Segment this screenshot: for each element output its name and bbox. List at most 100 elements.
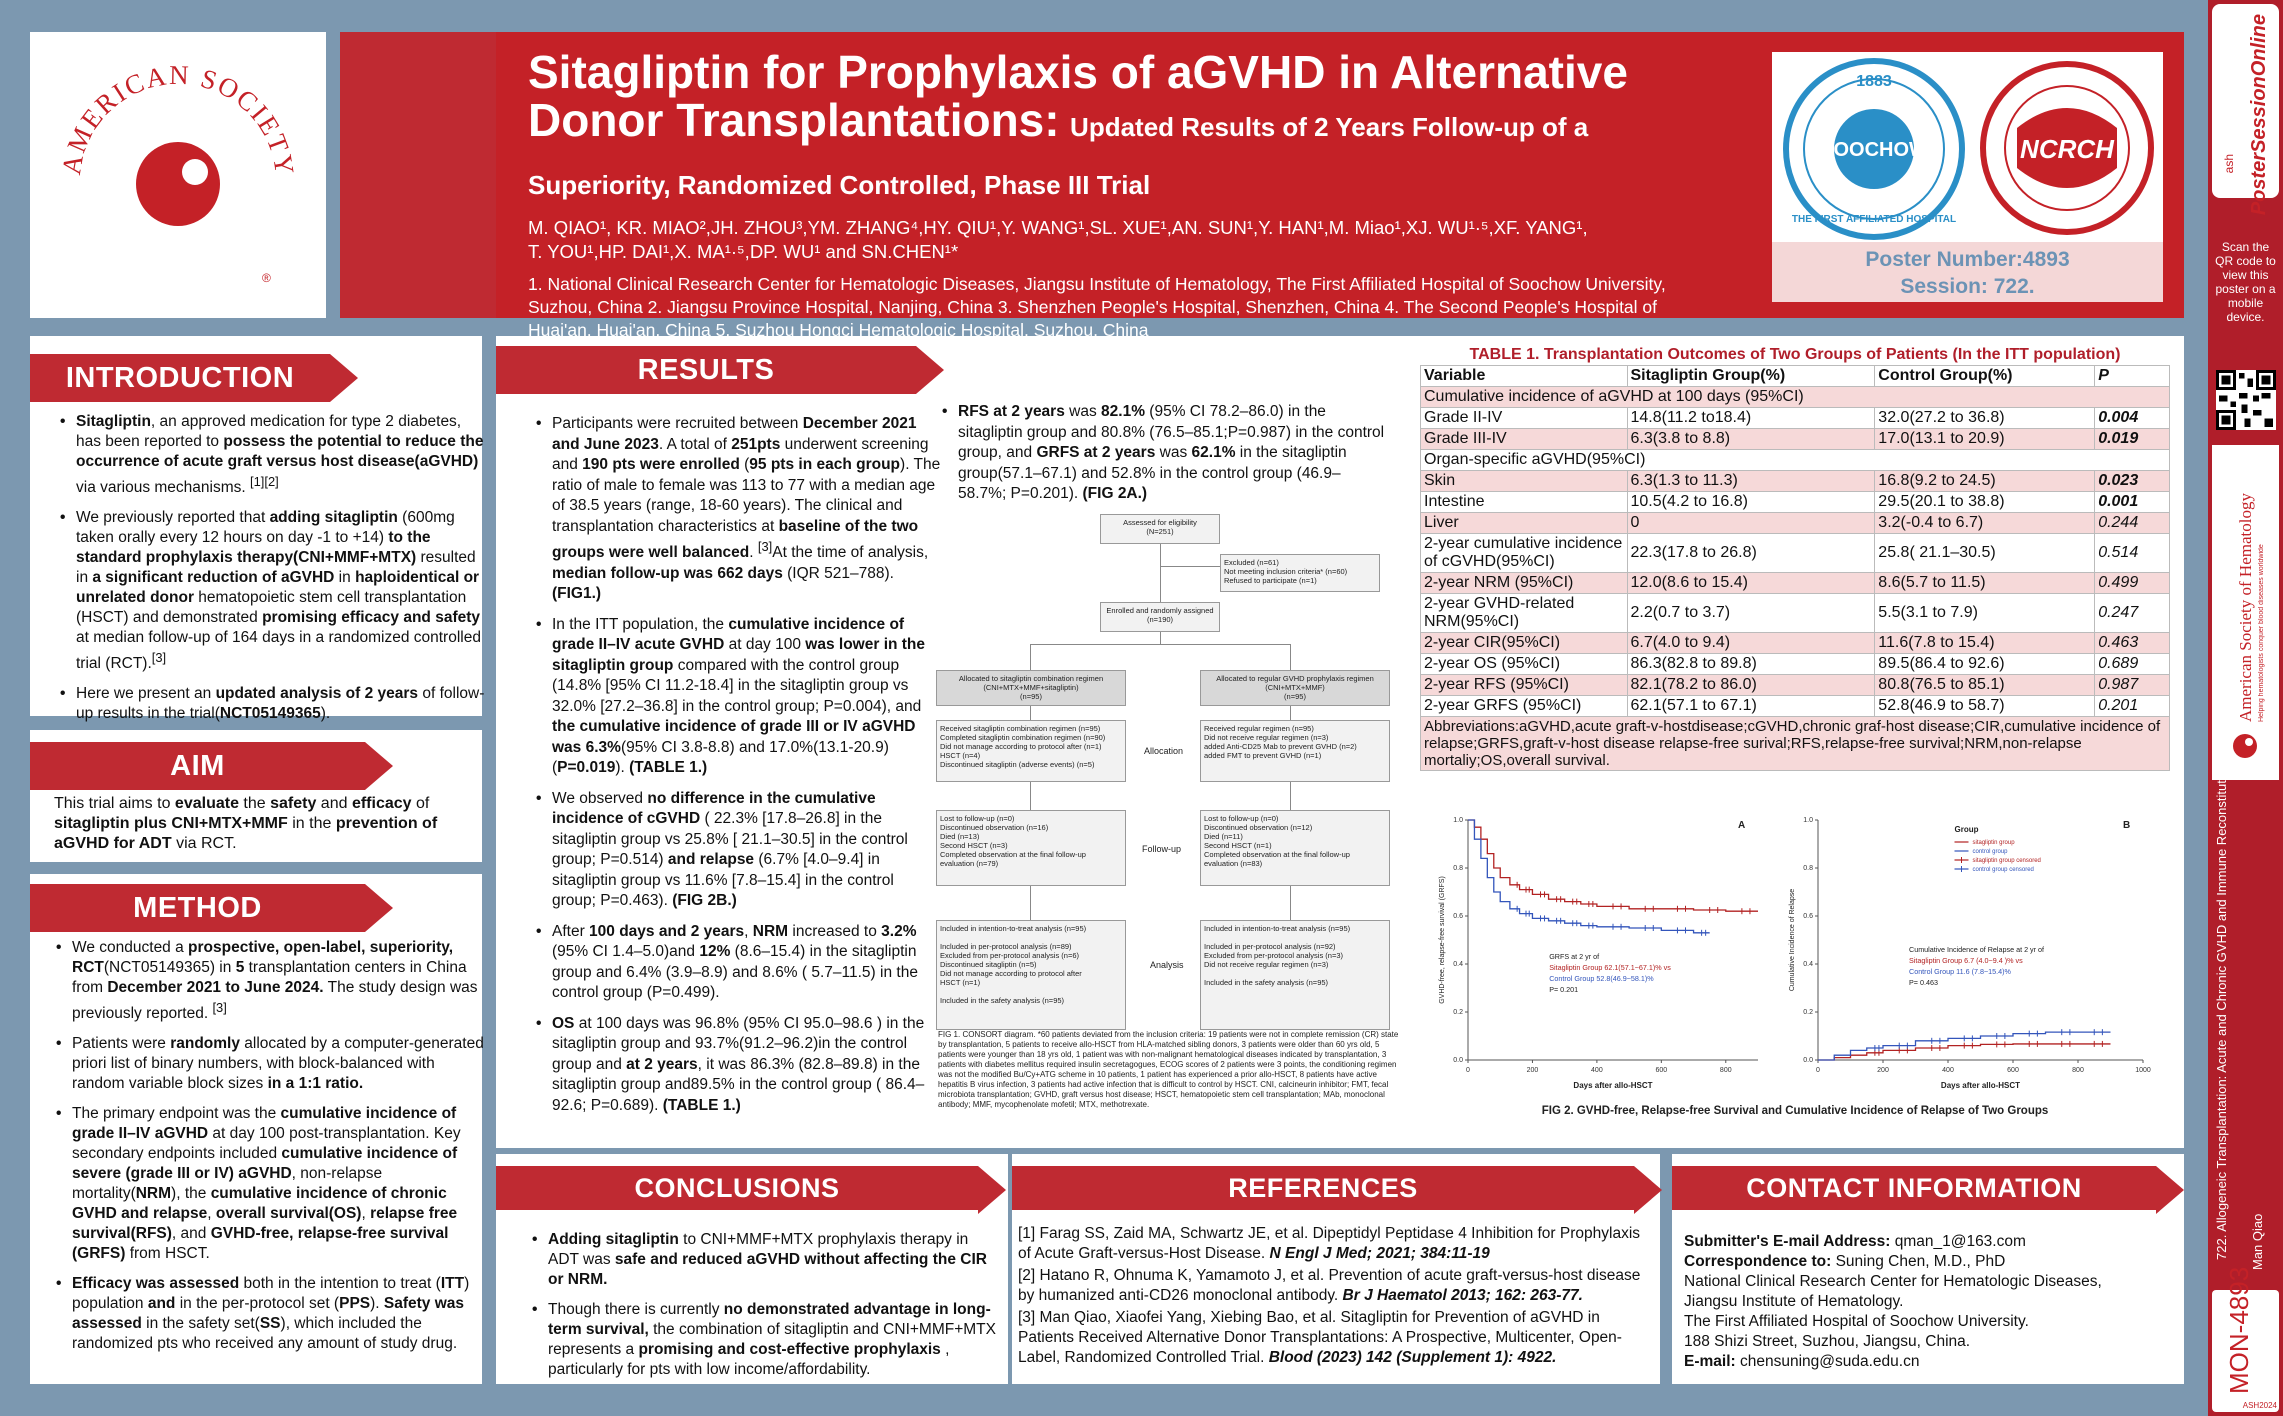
ash-side-sub: Helping hematologists conquer blood dise… xyxy=(2258,544,2265,722)
y-tick-label: 0.6 xyxy=(1453,913,1463,920)
series-line xyxy=(1818,1031,2111,1061)
x-tick-label: 200 xyxy=(1527,1067,1539,1074)
table-cell: 82.1(78.2 to 86.0) xyxy=(1626,674,1876,696)
reference-item: [3] Man Qiao, Xiaofei Yang, Xiebing Bao,… xyxy=(1018,1309,1622,1366)
qr-code[interactable] xyxy=(2216,370,2276,430)
x-tick-label: 0 xyxy=(1466,1067,1470,1074)
flow-label-allocation: Allocation xyxy=(1144,746,1184,756)
legend-label: sitagliptin group xyxy=(1973,840,2016,846)
soochow-logo: SOOCHOW 1883 THE FIRST AFFILIATED HOSPIT… xyxy=(1783,58,1965,240)
table-cell: 11.6(7.8 to 15.4) xyxy=(1874,632,2096,654)
table-cell: 10.5(4.2 to 16.8) xyxy=(1626,491,1876,513)
method-item: We conducted a prospective, open-label, … xyxy=(56,938,486,1024)
poster-number: Poster Number:4893 xyxy=(1865,248,2070,271)
x-tick-label: 800 xyxy=(1720,1067,1732,1074)
results-item: Participants were recruited between Dece… xyxy=(536,414,942,605)
table-cell: 2-year RFS (95%CI) xyxy=(1420,674,1628,696)
ash-side-icon xyxy=(2233,734,2257,758)
table-cell: 14.8(11.2 to18.4) xyxy=(1626,407,1876,429)
table-cell: 0.247 xyxy=(2094,593,2170,633)
results-col2: RFS at 2 years was 82.1% (95% CI 78.2–86… xyxy=(940,402,1386,515)
svg-text:THE FIRST AFFILIATED HOSPITAL: THE FIRST AFFILIATED HOSPITAL xyxy=(1792,214,1956,225)
table-cell: Skin xyxy=(1420,470,1628,492)
series-line xyxy=(1818,1043,2111,1061)
x-axis-label: Days after allo-HSCT xyxy=(1573,1081,1652,1090)
contact-line: The First Affiliated Hospital of Soochow… xyxy=(1684,1313,2029,1330)
table-cell: 16.8(9.2 to 24.5) xyxy=(1874,470,2096,492)
y-tick-label: 0.4 xyxy=(1803,961,1813,968)
method-panel: METHOD We conducted a prospective, open-… xyxy=(30,874,484,1384)
flow-recv-right: Received regular regimen (n=95) Did not … xyxy=(1200,720,1390,782)
fig2a-chart: 0 200 400 600 800 0.0 0.2 0.4 0.6 0.8 1.0 Days afte… xyxy=(1439,817,1758,1090)
table-cell: 62.1(57.1 to 67.1) xyxy=(1626,695,1876,717)
x-tick-label: 1000 xyxy=(2135,1067,2151,1074)
table-row: Liver 0 3.2(-0.4 to 6.7) 0.244 xyxy=(1420,512,2170,534)
mon-text: MON-4893 xyxy=(2224,1266,2254,1394)
table-cell: 0.987 xyxy=(2094,674,2170,696)
results-heading: RESULTS xyxy=(496,346,944,394)
table1-section-label: Cumulative incidence of aGVHD at 100 day… xyxy=(1420,386,2170,408)
side-strip: PosterSessionOnline ash Scan the QR code… xyxy=(2208,0,2283,1416)
chart-annotation: Sitagliptin Group 62.1(57.1~67.1)% vs xyxy=(1549,963,1671,972)
table-cell: Grade II-IV xyxy=(1420,407,1628,429)
reference-item: [2] Hatano R, Ohnuma K, Yamamoto J, et a… xyxy=(1018,1267,1641,1304)
table-cell: 2-year OS (95%CI) xyxy=(1420,653,1628,675)
flow-recv-left: Received sitagliptin combination regimen… xyxy=(936,720,1126,782)
y-tick-label: 0.8 xyxy=(1453,865,1463,872)
table-row: 2-year NRM (95%CI) 12.0(8.6 to 15.4) 8.6(5… xyxy=(1420,572,2170,594)
y-tick-label: 0.8 xyxy=(1803,865,1813,872)
brand-sub: ash xyxy=(2222,154,2236,174)
x-tick-label: 800 xyxy=(2072,1067,2084,1074)
flow-alloc-right: Allocated to regular GVHD prophylaxis re… xyxy=(1200,670,1390,706)
legend-title: Group xyxy=(1955,825,1979,834)
y-tick-label: 0.2 xyxy=(1453,1009,1463,1016)
flow-an-right: Included in intention-to-treat analysis … xyxy=(1200,920,1390,1030)
title-banner-gutter xyxy=(340,32,496,318)
flow-line xyxy=(1030,782,1031,822)
reference-item: [1] Farag SS, Zaid MA, Schwartz JE, et a… xyxy=(1018,1225,1641,1262)
flow-assessed: Assessed for eligibility (N=251) xyxy=(1100,514,1220,544)
table1-block: TABLE 1. Transplantation Outcomes of Two… xyxy=(1420,346,2170,771)
hospital-logos-panel: SOOCHOW 1883 THE FIRST AFFILIATED HOSPIT… xyxy=(1772,52,2163,302)
table-cell: 0.019 xyxy=(2094,428,2170,450)
consort-diagram: Assessed for eligibility (N=251) Exclude… xyxy=(930,510,1410,1030)
method-heading: METHOD xyxy=(30,884,393,932)
table-cell: 32.0(27.2 to 36.8) xyxy=(1874,407,2096,429)
table-cell: 2-year CIR(95%CI) xyxy=(1420,632,1628,654)
ash-logo: AMERICAN SOCIETY OF HEMATOLOGY ® xyxy=(17,8,298,285)
fig2b-chart: 0 200 400 600 800 1000 0.0 0.2 0.4 0.6 0.8 1.0 Days … xyxy=(1789,817,2151,1090)
table-cell: 0.514 xyxy=(2094,533,2170,573)
table-cell: 29.5(20.1 to 38.8) xyxy=(1874,491,2096,513)
table1-footnote-row: Abbreviations:aGVHD,acute graft-v-hostdi… xyxy=(1420,716,2170,771)
brand-badge[interactable]: PosterSessionOnline ash xyxy=(2212,4,2279,215)
flow-line xyxy=(1290,644,1291,670)
y-tick-label: 1.0 xyxy=(1803,817,1813,824)
svg-text:NCRCH: NCRCH xyxy=(2020,134,2115,164)
x-tick-label: 200 xyxy=(1877,1067,1889,1074)
chart-annotation: Control Group 11.6 (7.8~15.4)% xyxy=(1909,967,2012,976)
chart-annotation: P= 0.463 xyxy=(1909,978,1938,987)
references-panel: REFERENCES [1] Farag SS, Zaid MA, Schwar… xyxy=(1012,1154,1662,1384)
table1: Variable Sitagliptin Group(%) Control Grou… xyxy=(1420,365,2170,771)
conclusions-list: Adding sitagliptin to CNI+MMF+MTX prophy… xyxy=(530,1230,1002,1390)
table-cell: 86.3(82.8 to 89.8) xyxy=(1626,653,1876,675)
y-axis-label: Cumulative Incidence of Relapse xyxy=(1789,889,1796,991)
table-row: Intestine 10.5(4.2 to 16.8) 29.5(20.1 to 3… xyxy=(1420,491,2170,513)
table-cell: 0.689 xyxy=(2094,653,2170,675)
contact-heading: CONTACT INFORMATION xyxy=(1672,1166,2184,1214)
results-item: After 100 days and 2 years, NRM increase… xyxy=(536,922,942,1004)
legend-label: control group censored xyxy=(1973,867,2034,873)
conclusions-item: Though there is currently no demonstrate… xyxy=(532,1300,1002,1380)
svg-text:SOOCHOW: SOOCHOW xyxy=(1820,139,1928,161)
y-tick-label: 0.4 xyxy=(1453,961,1463,968)
legend-label: sitagliptin group censored xyxy=(1973,858,2041,864)
contact-line: Correspondence to: Suning Chen, M.D., Ph… xyxy=(1684,1253,2006,1270)
table-cell: 2-year GVHD-related NRM(95%CI) xyxy=(1420,593,1628,633)
table1-header-cell: Control Group(%) xyxy=(1874,365,2096,387)
flow-line xyxy=(1030,644,1031,670)
flow-label-followup: Follow-up xyxy=(1142,844,1182,854)
table-cell: Intestine xyxy=(1420,491,1628,513)
flow-enrolled: Enrolled and randomly assigned (n=190) xyxy=(1100,602,1220,632)
y-axis-label: GVHD-free, relapse-free survival (GRFS) xyxy=(1439,876,1446,1004)
flow-an-left: Included in intention-to-treat analysis … xyxy=(936,920,1126,1030)
